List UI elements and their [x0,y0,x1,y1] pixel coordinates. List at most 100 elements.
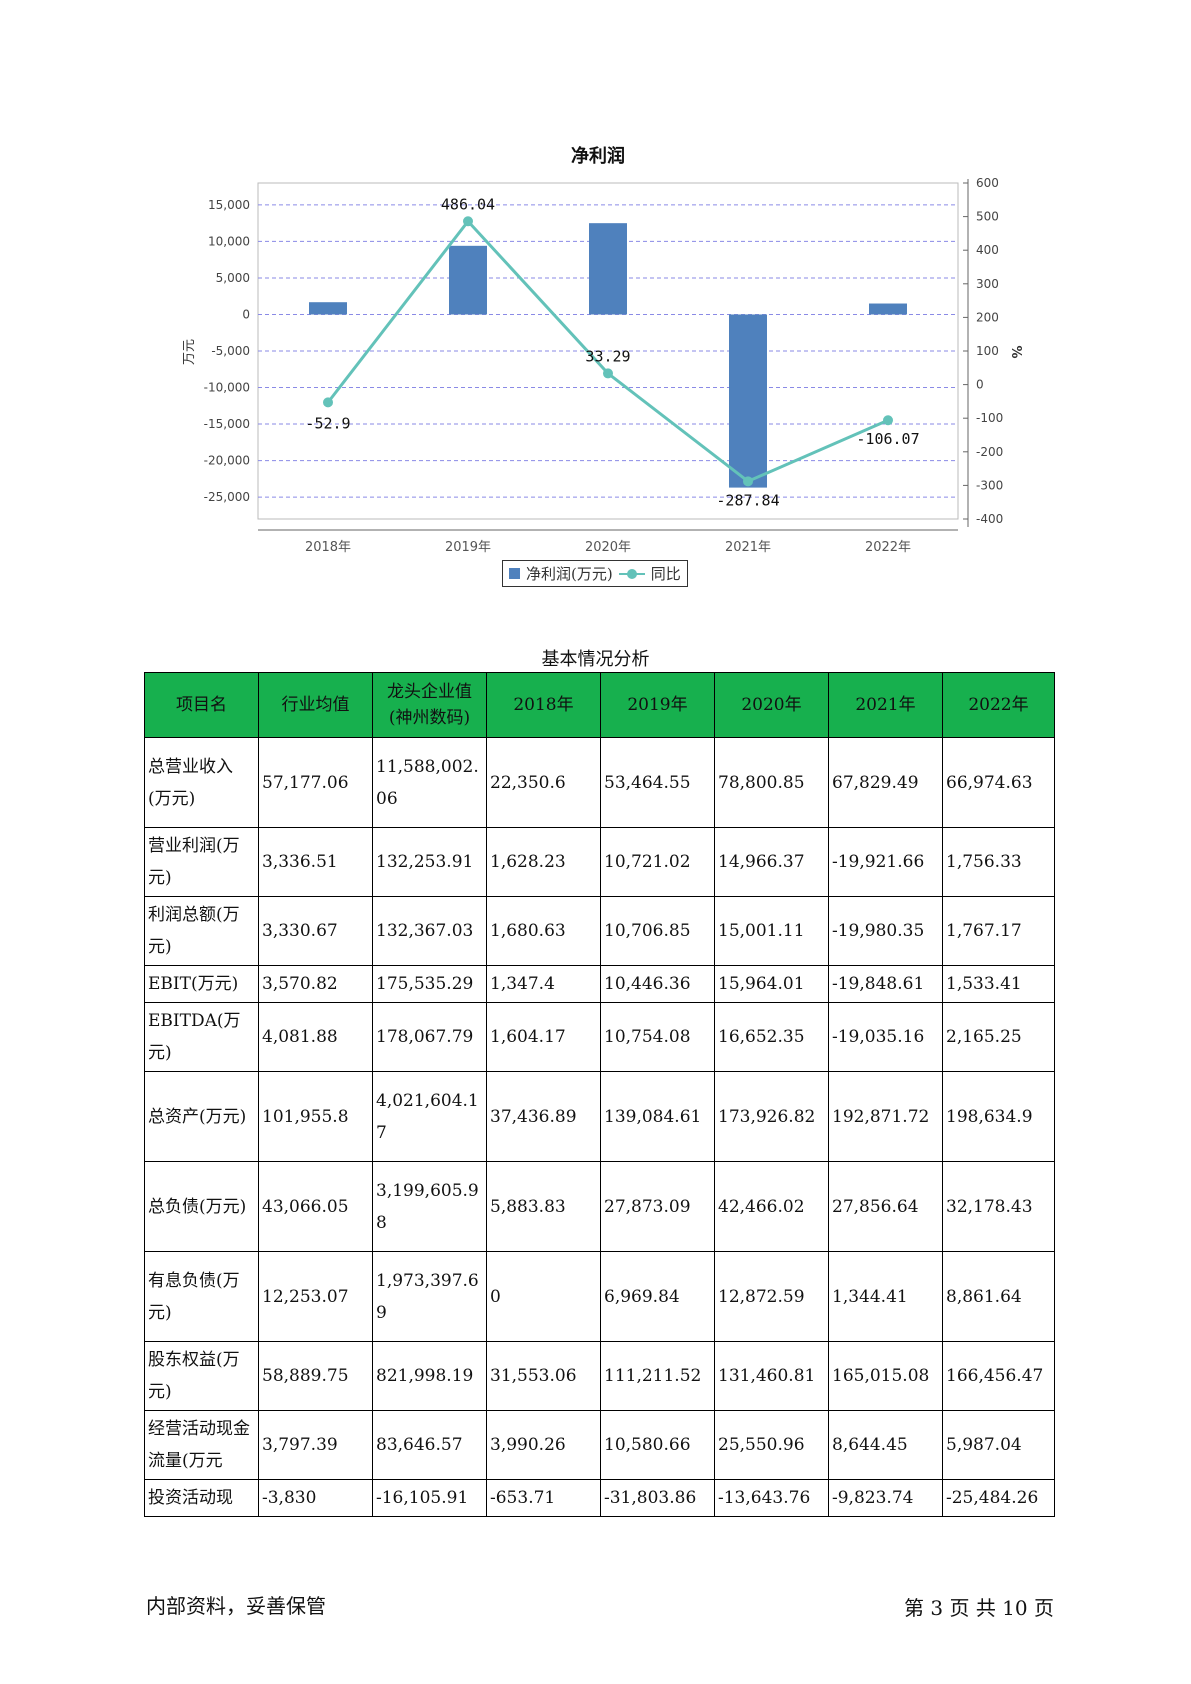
y-tick-label: 5,000 [216,271,250,285]
table-row: 有息负债(万元) 12,253.07 1,973,397.69 0 6,969.84 12… [144,1251,1055,1342]
y-tick-label: -5,000 [211,344,250,358]
value-cell: 25,550.96 [714,1410,829,1480]
data-label: -106.07 [856,430,919,448]
table-row: 总营业收入(万元) 57,177.06 11,588,002.06 22,350.6 5… [144,737,1055,828]
legend-bar-label: 净利润(万元) [526,565,613,583]
yoy-point [743,476,753,487]
header-cell: 行业均值 [258,672,373,738]
bar [729,314,767,488]
row-label-cell: 总负债(万元) [144,1161,259,1252]
table-row: 投资活动现 -3,830 -16,105.91 -653.71 -31,803.86 -1… [144,1479,1055,1517]
value-cell: 1,680.63 [486,896,601,966]
value-cell: 11,588,002.06 [372,737,487,828]
value-cell: 3,199,605.98 [372,1161,487,1252]
value-cell: 12,872.59 [714,1251,829,1342]
value-cell: 1,973,397.69 [372,1251,487,1342]
row-label-cell: 总营业收入(万元) [144,737,259,828]
x-tick-label: 2018年 [305,540,351,555]
y-tick-label: 0 [242,307,250,321]
value-cell: 37,436.89 [486,1071,601,1162]
value-cell: 10,721.02 [600,827,715,897]
table-row: 总负债(万元) 43,066.05 3,199,605.98 5,883.83 27,8… [144,1161,1055,1252]
value-cell: -19,980.35 [828,896,943,966]
y2-axis-label: % [1008,345,1023,358]
value-cell: 5,883.83 [486,1161,601,1252]
value-cell: 42,466.02 [714,1161,829,1252]
value-cell: 1,344.41 [828,1251,943,1342]
value-cell: 1,533.41 [942,965,1055,1003]
value-cell: 192,871.72 [828,1071,943,1162]
value-cell: -19,035.16 [828,1002,943,1072]
value-cell: 1,756.33 [942,827,1055,897]
value-cell: 178,067.79 [372,1002,487,1072]
value-cell: 10,580.66 [600,1410,715,1480]
y2-tick-label: 400 [976,243,999,257]
value-cell: 165,015.08 [828,1341,943,1411]
value-cell: 22,350.6 [486,737,601,828]
value-cell: 43,066.05 [258,1161,373,1252]
y2-tick-label: 500 [976,210,999,224]
table-header-row: 项目名 行业均值 龙头企业值(神州数码) 2018年 2019年 2020年 2… [144,672,1055,738]
value-cell: 3,336.51 [258,827,373,897]
row-label-cell: 投资活动现 [144,1479,259,1517]
value-cell: 3,797.39 [258,1410,373,1480]
table-row: EBITDA(万元) 4,081.88 178,067.79 1,604.17 10,7… [144,1002,1055,1072]
value-cell: 8,644.45 [828,1410,943,1480]
yoy-point [323,397,333,408]
value-cell: -19,848.61 [828,965,943,1003]
value-cell: 139,084.61 [600,1071,715,1162]
row-label-cell: 总资产(万元) [144,1071,259,1162]
row-label-cell: 有息负债(万元) [144,1251,259,1342]
y-tick-label: -15,000 [204,417,250,431]
table-row: 经营活动现金流量(万元 3,797.39 83,646.57 3,990.26 10,5… [144,1410,1055,1480]
value-cell: 31,553.06 [486,1341,601,1411]
y2-tick-label: 300 [976,277,999,291]
data-label: -52.9 [305,414,350,432]
value-cell: -9,823.74 [828,1479,943,1517]
x-tick-label: 2020年 [585,540,631,555]
value-cell: 101,955.8 [258,1071,373,1162]
value-cell: 1,628.23 [486,827,601,897]
table-body: 总营业收入(万元) 57,177.06 11,588,002.06 22,350.6 5… [144,737,1055,1517]
value-cell: 131,460.81 [714,1341,829,1411]
value-cell: 27,873.09 [600,1161,715,1252]
y-axis-label: 万元 [182,339,197,365]
value-cell: 10,446.36 [600,965,715,1003]
value-cell: 58,889.75 [258,1341,373,1411]
table-row: 营业利润(万元) 3,336.51 132,253.91 1,628.23 10,721… [144,827,1055,897]
y-tick-label: -25,000 [204,490,250,504]
value-cell: 78,800.85 [714,737,829,828]
legend-line-swatch [618,568,645,580]
header-cell: 龙头企业值(神州数码) [372,672,487,738]
table-row: 利润总额(万元) 3,330.67 132,367.03 1,680.63 10,706… [144,896,1055,966]
bar [869,303,907,315]
legend-bar-swatch [509,568,520,579]
yoy-point [603,368,613,379]
y2-tick-label: 0 [976,378,984,392]
y2-tick-label: -300 [976,478,1003,492]
bar [589,223,627,315]
yoy-point [883,415,893,426]
y-tick-label: 10,000 [208,234,250,248]
value-cell: -19,921.66 [828,827,943,897]
value-cell: -16,105.91 [372,1479,487,1517]
header-cell: 2022年 [942,672,1055,738]
bar [309,302,347,315]
value-cell: 10,706.85 [600,896,715,966]
value-cell: 66,974.63 [942,737,1055,828]
value-cell: 67,829.49 [828,737,943,828]
value-cell: 173,926.82 [714,1071,829,1162]
value-cell: 83,646.57 [372,1410,487,1480]
header-cell: 2018年 [486,672,601,738]
header-cell: 2019年 [600,672,715,738]
y2-tick-label: 600 [976,176,999,190]
y2-tick-label: -400 [976,512,1003,526]
value-cell: 198,634.9 [942,1071,1055,1162]
row-label-cell: 股东权益(万元) [144,1341,259,1411]
y-tick-label: -20,000 [204,454,250,468]
x-tick-label: 2019年 [445,540,491,555]
y2-tick-label: 200 [976,310,999,324]
data-label: 486.04 [441,195,495,213]
value-cell: 166,456.47 [942,1341,1055,1411]
basic-analysis-table: 项目名 行业均值 龙头企业值(神州数码) 2018年 2019年 2020年 2… [144,672,1055,1517]
